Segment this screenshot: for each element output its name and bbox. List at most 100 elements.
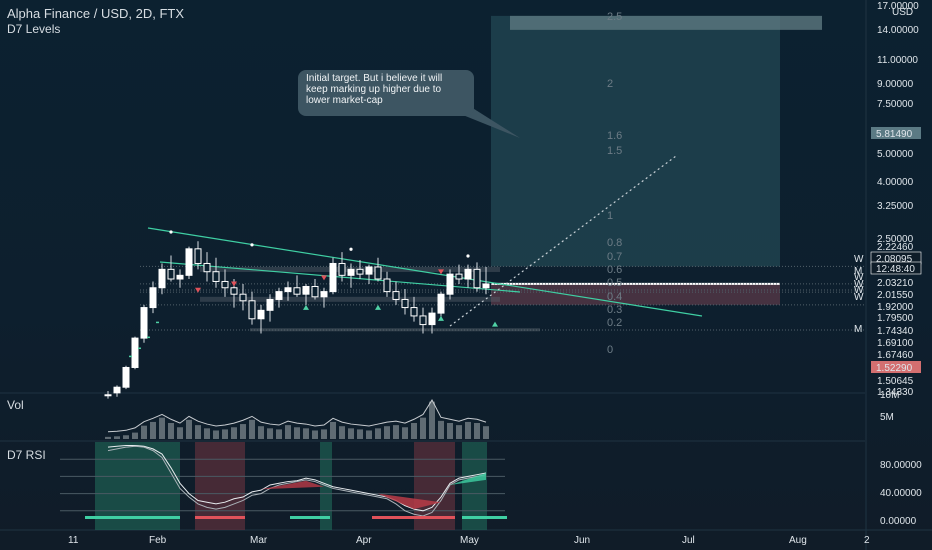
volume-bar	[348, 428, 354, 439]
level-tag: W	[854, 279, 864, 290]
volume-bar	[285, 425, 291, 439]
level-tag: M	[854, 324, 862, 335]
candle-body	[185, 248, 193, 276]
volume-bar	[204, 428, 210, 439]
range-band	[200, 296, 500, 302]
sell-marker	[438, 269, 444, 275]
price-tick: 2.01550	[877, 290, 914, 301]
price-tick: 11.00000	[877, 55, 918, 66]
volume-bar	[213, 430, 219, 439]
candle-body	[329, 262, 337, 293]
rsi-label: D7 RSI	[7, 448, 46, 462]
rsi-strip	[85, 516, 180, 519]
level-tag: W	[854, 285, 864, 296]
volume-bar	[420, 417, 426, 439]
volume-bar	[240, 424, 246, 439]
volume-bar	[357, 429, 363, 439]
candle-body	[203, 262, 211, 273]
volume-bar	[177, 427, 183, 439]
rsi-strip	[290, 516, 330, 519]
volume-bar	[105, 436, 111, 439]
level-tick	[156, 321, 159, 324]
price-tick: 1.67460	[877, 350, 914, 361]
price-label: 12:48:40	[876, 264, 915, 275]
rsi-strip	[195, 516, 245, 519]
rsi-line	[107, 444, 487, 512]
price-tick: 4.00000	[877, 177, 914, 188]
time-tick: Mar	[250, 535, 268, 546]
candle-body	[482, 283, 490, 289]
candle-body	[275, 291, 283, 300]
volume-bar	[447, 423, 453, 439]
price-label-bg	[871, 127, 921, 139]
candle-body	[284, 287, 292, 293]
price-tick: 1.74340	[877, 326, 914, 337]
candle-body	[410, 307, 418, 317]
fib-label: 0	[607, 344, 613, 356]
level-tick	[129, 355, 132, 358]
rsi-shade	[195, 442, 245, 530]
volume-bar	[411, 423, 417, 439]
rsi-tick: 80.00000	[880, 460, 922, 471]
volume-bar	[438, 420, 444, 439]
volume-bar	[312, 430, 318, 439]
price-tick: 9.00000	[877, 79, 914, 90]
candle-body	[446, 273, 454, 295]
stop-zone	[491, 283, 780, 305]
volume-bar	[465, 421, 471, 439]
price-tick: 14.00000	[877, 25, 919, 36]
volume-bar	[258, 426, 264, 439]
volume-ma	[107, 399, 487, 433]
candle-body	[347, 268, 355, 276]
volume-bar	[366, 430, 372, 439]
candle-body	[302, 285, 310, 295]
time-tick: Aug	[789, 535, 807, 546]
fib-label: 2	[607, 78, 613, 90]
candle-body	[158, 268, 166, 289]
fib-label: 1	[607, 210, 613, 222]
volume-bar	[195, 425, 201, 439]
rsi-fill-bear	[261, 480, 324, 490]
rsi-tick: 40.00000	[880, 488, 922, 499]
price-tick: 1.79500	[877, 313, 914, 324]
candle-body	[338, 262, 346, 276]
level-tag: W	[854, 272, 864, 283]
volume-bar	[276, 429, 282, 439]
volume-bar	[294, 427, 300, 439]
rsi-shade	[95, 442, 180, 530]
volume-bar	[186, 419, 192, 439]
fib-label: 0.2	[607, 317, 622, 329]
volume-bar	[456, 425, 462, 439]
candle-body	[365, 266, 373, 275]
sell-marker	[231, 281, 237, 287]
note-callout: Initial target. But i believe it will ke…	[298, 70, 474, 116]
rsi-line	[107, 445, 487, 517]
candle-body	[419, 315, 427, 326]
candle-body	[383, 278, 391, 293]
fib-label: 1.6	[607, 130, 622, 142]
candle-body	[374, 266, 382, 280]
volume-tick: 5M	[880, 412, 894, 423]
level-tag: W	[854, 254, 864, 265]
trendline-lower	[159, 261, 521, 293]
chart-title: Alpha Finance / USD, 2D, FTX	[7, 6, 185, 21]
volume-bar	[222, 429, 228, 439]
candle-body	[248, 300, 256, 320]
candle-body	[473, 268, 481, 289]
time-tick: Jul	[682, 535, 695, 546]
candle-body	[167, 268, 175, 280]
volume-bar	[114, 436, 120, 439]
rsi-shade	[462, 442, 487, 530]
volume-bar	[429, 401, 435, 439]
volume-bar	[303, 428, 309, 439]
volume-tick: 10M	[880, 390, 899, 401]
volume-bar	[168, 423, 174, 439]
price-tick: 5.00000	[877, 149, 914, 160]
fib-label: 0.7	[607, 251, 622, 263]
swing-dot	[169, 230, 173, 234]
fib-label: 2.5	[607, 11, 622, 23]
fib-label: 0.5	[607, 277, 622, 289]
price-tick: 3.25000	[877, 201, 914, 212]
candle-body	[176, 274, 184, 280]
